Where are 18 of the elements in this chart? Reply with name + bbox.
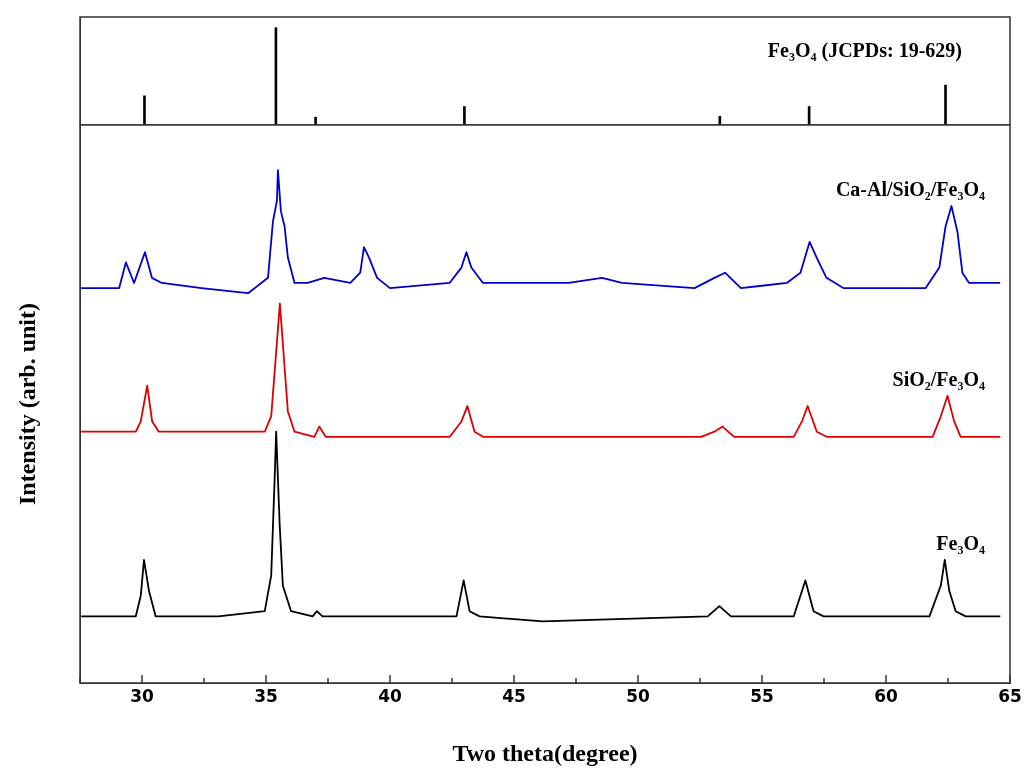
x-axis-title: Two theta(degree) — [452, 739, 638, 766]
series-label: Ca-Al/SiO₂/Fe₃O₄ — [835, 178, 985, 201]
bar — [143, 95, 146, 125]
x-tick-label: 50 — [626, 685, 650, 706]
x-tick-label: 55 — [750, 685, 774, 706]
x-tick-label: 30 — [130, 685, 154, 706]
y-axis-title: Intensity (arb. unit) — [13, 302, 40, 506]
x-tick-label: 65 — [998, 685, 1022, 706]
x-tick-label: 60 — [874, 685, 898, 706]
bar — [314, 116, 317, 125]
series-label: Fe₃O₄ (JCPDs: 19-629) — [767, 39, 962, 62]
bar — [944, 84, 947, 125]
series-label: Fe₃O₄ — [936, 531, 985, 554]
x-tick-label: 45 — [502, 685, 526, 706]
x-tick-label: 35 — [254, 685, 278, 706]
series-label: SiO₂/Fe₃O₄ — [892, 367, 985, 390]
bar — [463, 106, 466, 125]
x-tick-label: 40 — [378, 685, 402, 706]
